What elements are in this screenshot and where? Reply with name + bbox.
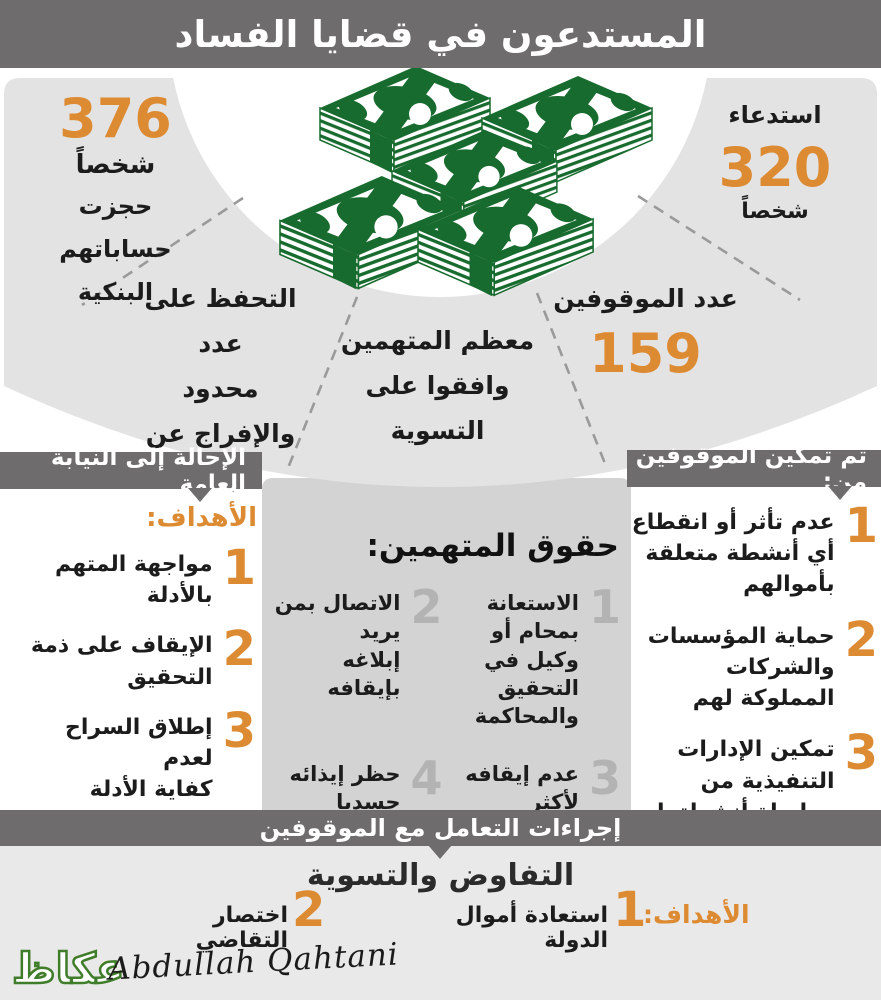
rights-panel: حقوق المتهمين: 1 الاستعانة بمحام أو وكيل… <box>262 478 631 927</box>
section-bar-referral: الإحالة إلى النيابة العامة <box>0 445 262 497</box>
rights-text: الاتصال بمن يريد إبلاغه بإيقافه <box>274 591 401 701</box>
rights-number: 1 <box>588 580 621 634</box>
bottom-goal-number: 1 <box>613 882 647 938</box>
okaz-logo: عكاظ <box>11 944 127 993</box>
enabled-number: 3 <box>844 725 878 782</box>
enabled-number: 1 <box>844 498 878 554</box>
stat-blocked-accounts-value: 376 <box>59 87 172 150</box>
goal-text: الإيقاف على ذمة التحقيق <box>30 633 213 690</box>
enabled-pointer-icon <box>828 486 852 500</box>
bottom-goal-text: اختصار التقاضي <box>195 903 288 953</box>
goal-text: مواجهة المتهم بالأدلة <box>54 552 213 609</box>
segment-settlement: معظم المتهمين وافقوا على التسوية <box>340 326 535 445</box>
referral-goal-item: 1 مواجهة المتهم بالأدلة <box>8 540 256 611</box>
rights-title: حقوق المتهمين: <box>366 528 620 564</box>
goal-text: إطلاق السراح لعدم كفاية الأدلة <box>65 714 213 803</box>
section-bar-enabled: تم تمكين الموقوفين من: <box>627 443 881 495</box>
referral-goals-label: الأهداف: <box>146 503 257 533</box>
rights-number: 2 <box>410 580 443 634</box>
infographic-title: المستدعون في قضايا الفساد <box>174 12 707 56</box>
procedures-bar: إجراءات التعامل مع الموقوفين <box>0 810 881 846</box>
goal-number: 1 <box>222 540 256 596</box>
referral-pointer-icon <box>188 488 212 502</box>
enabled-text: عدم تأثر أو انقطاع أي أنشطة متعلقة بأموا… <box>631 510 835 598</box>
goal-number: 3 <box>222 702 256 759</box>
rights-item: 2 الاتصال بمن يريد إبلاغه بإيقافه <box>270 580 443 731</box>
stat-detained-label: عدد الموقوفين <box>553 284 738 313</box>
enabled-list: 1 عدم تأثر أو انقطاع أي أنشطة متعلقة بأم… <box>628 498 878 845</box>
referral-goal-item: 3 إطلاق السراح لعدم كفاية الأدلة <box>8 702 256 806</box>
enabled-text: حماية المؤسسات والشركات المملوكة لهم <box>647 623 835 712</box>
enabled-item: 2 حماية المؤسسات والشركات المملوكة لهم <box>628 611 878 715</box>
money-stacks-illustration <box>279 65 653 297</box>
bottom-goal-text: استعادة أموال الدولة <box>455 903 608 953</box>
goal-number: 2 <box>222 621 256 678</box>
referral-goals-list: 1 مواجهة المتهم بالأدلة 2 الإيقاف على ذم… <box>8 540 256 822</box>
stat-summoned-unit: شخصاً <box>741 199 809 225</box>
rights-number: 4 <box>410 750 443 805</box>
stat-detained: عدد الموقوفين 159 <box>553 276 738 381</box>
rights-item: 1 الاستعانة بمحام أو وكيل في التحقيق وال… <box>449 580 621 731</box>
stat-blocked-accounts-unit: شخصاً <box>75 150 156 180</box>
stat-detained-value: 159 <box>589 322 702 385</box>
bottom-goals-label: الأهداف: <box>643 900 750 929</box>
referral-goal-item: 2 الإيقاف على ذمة التحقيق <box>8 621 256 692</box>
stat-summoned-value: 320 <box>718 136 832 200</box>
enabled-item: 1 عدم تأثر أو انقطاع أي أنشطة متعلقة بأم… <box>628 498 878 601</box>
enabled-number: 2 <box>844 611 878 668</box>
procedures-pointer-icon <box>428 845 452 859</box>
header-bar: المستدعون في قضايا الفساد <box>0 0 881 68</box>
bottom-section-background <box>0 846 881 1000</box>
bottom-goal-number: 2 <box>292 882 326 938</box>
procedures-bar-label: إجراءات التعامل مع الموقوفين <box>259 814 622 842</box>
rights-text: الاستعانة بمحام أو وكيل في التحقيق والمح… <box>474 591 579 729</box>
stat-summoned-label: استدعاء <box>728 101 822 129</box>
stat-summoned: استدعاء 320 شخصاً <box>695 100 855 228</box>
negotiation-title: التفاوض والتسوية <box>306 858 575 893</box>
rights-number: 3 <box>588 750 621 805</box>
